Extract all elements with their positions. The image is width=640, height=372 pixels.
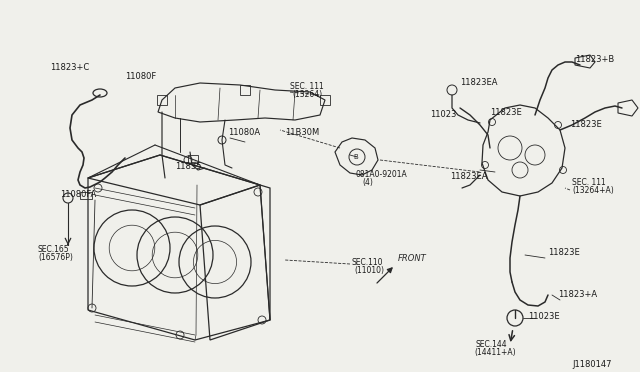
Bar [157, 95, 167, 105]
Text: 11080FA: 11080FA [60, 190, 96, 199]
Text: 11023E: 11023E [528, 312, 559, 321]
Text: SEC. 111: SEC. 111 [290, 82, 324, 91]
Text: (11010): (11010) [354, 266, 384, 275]
Text: (16576P): (16576P) [38, 253, 73, 262]
Bar [320, 95, 330, 105]
Text: 11B30M: 11B30M [285, 128, 319, 137]
Text: 11823+A: 11823+A [558, 290, 597, 299]
Text: SEC.144: SEC.144 [475, 340, 507, 349]
Text: 081A0-9201A: 081A0-9201A [355, 170, 407, 179]
Text: 11823E: 11823E [490, 108, 522, 117]
Text: 11823E: 11823E [548, 248, 580, 257]
Text: J1180147: J1180147 [572, 360, 611, 369]
Bar [80, 192, 92, 199]
Bar [240, 85, 250, 95]
Text: 11023: 11023 [430, 110, 456, 119]
Text: (14411+A): (14411+A) [474, 348, 516, 357]
Text: (13264+A): (13264+A) [572, 186, 614, 195]
Text: SEC.165: SEC.165 [38, 245, 70, 254]
Bar [188, 155, 198, 163]
Text: SEC. 111: SEC. 111 [572, 178, 605, 187]
Text: 11080A: 11080A [228, 128, 260, 137]
Text: 11823EA: 11823EA [450, 172, 488, 181]
Text: 11835: 11835 [175, 162, 202, 171]
Text: SEC.110: SEC.110 [352, 258, 383, 267]
Text: 11823EA: 11823EA [460, 78, 497, 87]
Text: FRONT: FRONT [398, 254, 427, 263]
Text: B: B [353, 154, 358, 160]
Text: (13264): (13264) [292, 90, 322, 99]
Text: 11823+B: 11823+B [575, 55, 614, 64]
Text: 11080F: 11080F [125, 72, 156, 81]
Text: 11823+C: 11823+C [50, 63, 89, 72]
Text: 11823E: 11823E [570, 120, 602, 129]
Text: (4): (4) [362, 178, 373, 187]
